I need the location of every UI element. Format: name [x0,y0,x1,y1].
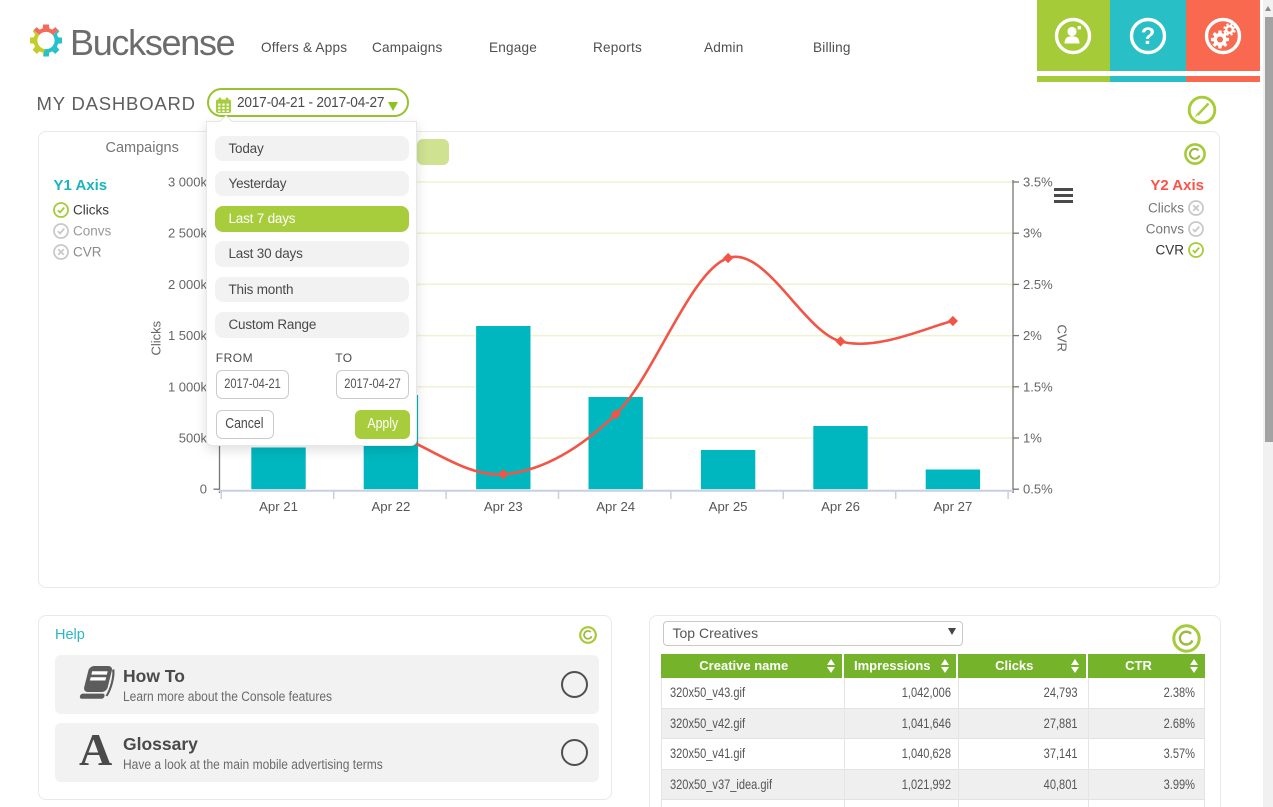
svg-text:1.5%: 1.5% [1023,379,1053,394]
svg-text:Apr 27: Apr 27 [933,499,972,514]
svg-text:Apr 23: Apr 23 [484,499,523,514]
svg-text:Apr 25: Apr 25 [709,499,748,514]
svg-text:?: ? [1141,23,1156,50]
svg-text:3 000k: 3 000k [168,175,208,190]
svg-text:3%: 3% [1023,226,1042,241]
svg-text:2 500k: 2 500k [168,226,208,241]
svg-text:Apr 21: Apr 21 [259,499,298,514]
svg-text:Apr 26: Apr 26 [821,499,860,514]
svg-text:3.5%: 3.5% [1023,175,1053,190]
svg-text:500k: 500k [179,431,208,446]
svg-text:1 500k: 1 500k [168,328,208,343]
svg-text:2.5%: 2.5% [1023,277,1053,292]
svg-text:Apr 24: Apr 24 [596,499,635,514]
svg-text:Apr 22: Apr 22 [371,499,410,514]
svg-text:0.5%: 0.5% [1023,482,1053,497]
svg-text:2 000k: 2 000k [168,277,208,292]
svg-text:1 000k: 1 000k [168,379,208,394]
svg-text:0: 0 [200,482,207,497]
svg-text:2%: 2% [1023,328,1042,343]
svg-text:1%: 1% [1023,431,1042,446]
